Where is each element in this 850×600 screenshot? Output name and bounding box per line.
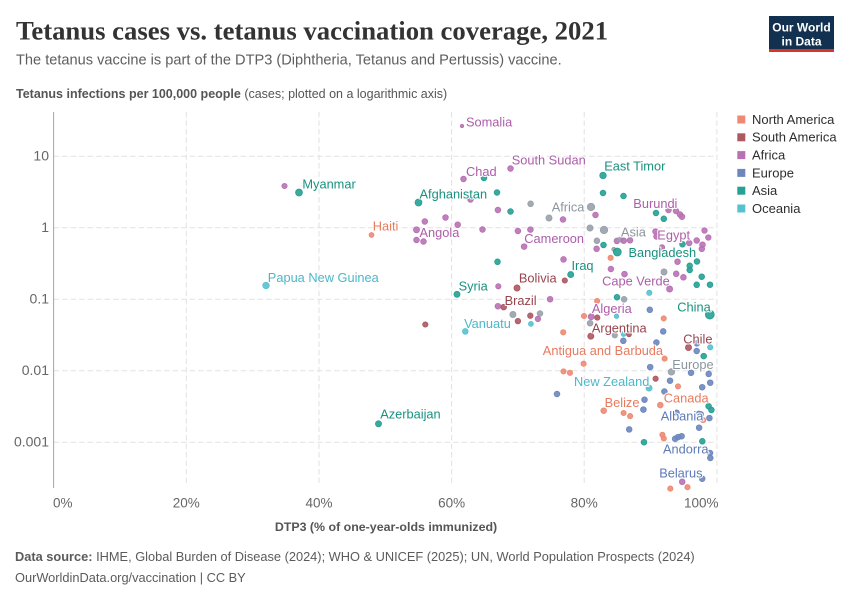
- svg-text:South Sudan: South Sudan: [512, 152, 586, 167]
- svg-text:100%: 100%: [684, 496, 719, 511]
- svg-text:Asia: Asia: [621, 224, 647, 239]
- svg-text:Andorra: Andorra: [663, 441, 709, 456]
- svg-text:Oceania: Oceania: [752, 201, 801, 216]
- svg-text:Somalia: Somalia: [466, 114, 513, 129]
- svg-text:Iraq: Iraq: [572, 258, 594, 273]
- svg-text:DTP3 (% of one-year-olds immun: DTP3 (% of one-year-olds immunized): [275, 520, 497, 534]
- svg-text:in Data: in Data: [781, 35, 821, 49]
- svg-text:0.1: 0.1: [30, 291, 50, 307]
- svg-text:Angola: Angola: [420, 225, 461, 240]
- svg-text:Canada: Canada: [664, 390, 710, 405]
- svg-text:New Zealand: New Zealand: [574, 374, 649, 389]
- svg-text:China: China: [677, 300, 711, 315]
- svg-text:The tetanus vaccine is part of: The tetanus vaccine is part of the DTP3 …: [16, 53, 562, 69]
- svg-text:Our World: Our World: [772, 21, 830, 35]
- svg-text:Afghanistan: Afghanistan: [420, 186, 488, 201]
- svg-text:Bangladesh: Bangladesh: [629, 245, 697, 260]
- svg-text:Egypt: Egypt: [657, 228, 690, 243]
- svg-text:Africa: Africa: [552, 199, 586, 214]
- svg-text:80%: 80%: [571, 496, 598, 511]
- svg-text:Papua New Guinea: Papua New Guinea: [268, 270, 380, 285]
- svg-text:Belarus: Belarus: [659, 465, 702, 480]
- svg-text:Myanmar: Myanmar: [302, 176, 356, 191]
- svg-text:OurWorldinData.org/vaccination: OurWorldinData.org/vaccination | CC BY: [15, 570, 246, 585]
- svg-text:Asia: Asia: [752, 183, 778, 198]
- svg-text:Bolivia: Bolivia: [519, 271, 558, 286]
- svg-text:East Timor: East Timor: [604, 159, 666, 174]
- svg-text:1: 1: [41, 219, 49, 235]
- svg-text:Azerbaijan: Azerbaijan: [380, 406, 440, 421]
- svg-text:0.001: 0.001: [14, 434, 49, 450]
- svg-text:Argentina: Argentina: [592, 321, 648, 336]
- svg-text:Cape Verde: Cape Verde: [602, 273, 670, 288]
- svg-text:Tetanus infections per 100,000: Tetanus infections per 100,000 people (c…: [16, 87, 447, 101]
- svg-text:Belize: Belize: [605, 395, 640, 410]
- svg-text:Data source: IHME, Global Burd: Data source: IHME, Global Burden of Dise…: [15, 549, 695, 564]
- svg-text:South America: South America: [752, 130, 837, 145]
- svg-text:60%: 60%: [438, 496, 465, 511]
- svg-text:Haiti: Haiti: [373, 219, 399, 234]
- svg-text:Brazil: Brazil: [505, 293, 537, 308]
- svg-text:0.01: 0.01: [22, 362, 49, 378]
- svg-text:0%: 0%: [53, 496, 73, 511]
- svg-text:Burundi: Burundi: [633, 196, 677, 211]
- svg-text:Chad: Chad: [466, 164, 497, 179]
- svg-text:Africa: Africa: [752, 148, 786, 163]
- svg-text:Antigua and Barbuda: Antigua and Barbuda: [543, 343, 664, 358]
- svg-text:Albania: Albania: [661, 409, 705, 424]
- svg-text:40%: 40%: [305, 496, 332, 511]
- svg-text:Europe: Europe: [752, 165, 794, 180]
- svg-text:10: 10: [33, 148, 49, 164]
- svg-text:Cameroon: Cameroon: [524, 231, 584, 246]
- svg-text:Europe: Europe: [672, 357, 713, 372]
- svg-text:Vanuatu: Vanuatu: [464, 316, 511, 331]
- svg-text:Algeria: Algeria: [592, 301, 633, 316]
- svg-text:North America: North America: [752, 112, 835, 127]
- svg-text:Tetanus cases vs. tetanus vacc: Tetanus cases vs. tetanus vaccination co…: [16, 16, 608, 46]
- svg-text:Chile: Chile: [683, 332, 712, 347]
- svg-text:Syria: Syria: [459, 279, 489, 294]
- svg-text:20%: 20%: [173, 496, 200, 511]
